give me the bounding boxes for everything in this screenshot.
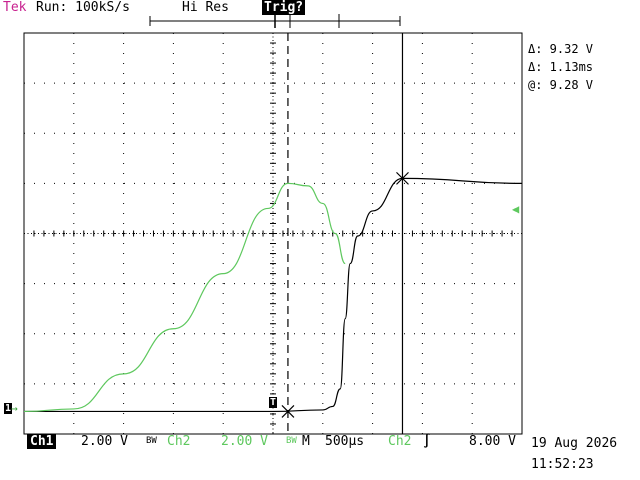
rising-edge-icon: ∫ bbox=[423, 434, 431, 449]
waveform-traces bbox=[23, 177, 523, 413]
at-value-readout: @: 9.28 V bbox=[528, 78, 594, 92]
voltage-delta-readout: Δ: 9.32 V bbox=[528, 42, 594, 56]
trigger-status: Trig? bbox=[262, 0, 306, 15]
ch2-label[interactable]: Ch2 bbox=[167, 434, 191, 449]
trigger-level-arrow-icon[interactable]: ◀ bbox=[512, 202, 520, 216]
ch1-scale: 2.00 V bbox=[81, 434, 128, 449]
run-status: Run: 100kS/s bbox=[36, 0, 130, 15]
ch2-trace bbox=[23, 182, 346, 413]
acquisition-mode: Hi Res bbox=[182, 0, 229, 15]
brand-logo: Tek bbox=[3, 0, 27, 15]
date-display: 19 Aug 2026 bbox=[531, 436, 618, 451]
time-delta-readout: Δ: 1.13ms bbox=[528, 60, 594, 74]
trigger-source[interactable]: Ch2 bbox=[388, 434, 412, 449]
ch1-label[interactable]: Ch1 bbox=[27, 434, 57, 449]
ch1-bandwidth-limit: BW bbox=[146, 436, 157, 446]
ch2-bandwidth-limit: BW bbox=[286, 436, 297, 446]
timebase-label: M bbox=[302, 434, 310, 449]
cursor-readout: Δ: 9.32 V Δ: 1.13ms @: 9.28 V bbox=[528, 40, 593, 94]
trigger-level[interactable]: 8.00 V bbox=[469, 434, 516, 449]
ch2-scale: 2.00 V bbox=[221, 434, 268, 449]
ch1-ground-marker[interactable]: 1 bbox=[4, 403, 13, 414]
timebase-value[interactable]: 500µs bbox=[325, 434, 365, 449]
graticule-grid bbox=[23, 32, 523, 435]
trigger-position-marker[interactable]: T bbox=[269, 397, 278, 408]
time-display: 11:52:23 bbox=[531, 457, 594, 472]
record-view-bar bbox=[149, 14, 401, 28]
ch1-ground-arrow-icon: → bbox=[11, 402, 18, 415]
ch1-trace bbox=[23, 177, 523, 413]
